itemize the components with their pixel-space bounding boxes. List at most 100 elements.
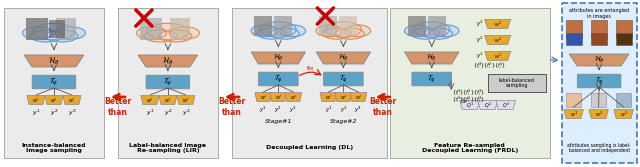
Bar <box>616 20 632 38</box>
Text: $\mathcal{T}_\varphi$: $\mathcal{T}_\varphi$ <box>428 73 436 85</box>
Ellipse shape <box>144 30 177 42</box>
FancyBboxPatch shape <box>577 74 621 88</box>
Text: $Q^1$: $Q^1$ <box>466 100 474 110</box>
Text: $w^i$: $w^i$ <box>275 92 282 102</box>
Polygon shape <box>569 54 629 66</box>
Text: $\mathcal{T}_\varphi$: $\mathcal{T}_\varphi$ <box>595 75 604 87</box>
Polygon shape <box>316 52 371 64</box>
Polygon shape <box>63 96 81 105</box>
Text: $y^1$: $y^1$ <box>259 105 267 115</box>
Polygon shape <box>270 93 287 102</box>
Text: $w^i$: $w^i$ <box>32 95 40 105</box>
Text: $y^2$: $y^2$ <box>339 105 348 115</box>
Bar <box>140 18 162 40</box>
Text: $\mathcal{T}_\varphi$: $\mathcal{T}_\varphi$ <box>163 76 173 88</box>
Bar <box>254 16 272 36</box>
Bar <box>566 93 580 107</box>
Polygon shape <box>484 20 511 29</box>
Text: $\mathcal{H}_\theta$: $\mathcal{H}_\theta$ <box>273 53 284 63</box>
Ellipse shape <box>159 30 192 42</box>
Text: $w^1$: $w^1$ <box>493 51 502 61</box>
Text: $y^3$: $y^3$ <box>476 19 484 29</box>
Text: $w^i$: $w^i$ <box>290 92 297 102</box>
Text: $w^i$: $w^i$ <box>50 95 58 105</box>
Text: $Q^3$: $Q^3$ <box>502 100 509 110</box>
Polygon shape <box>496 101 515 110</box>
Text: $w^2$: $w^2$ <box>595 109 603 119</box>
Ellipse shape <box>323 28 351 39</box>
Ellipse shape <box>257 28 286 39</box>
Ellipse shape <box>260 22 296 37</box>
Text: $y^3$: $y^3$ <box>68 108 76 118</box>
Text: $\{f_i^1\}\{f_i^2\}\{f_i^3\}$: $\{f_i^1\}\{f_i^2\}\{f_i^3\}$ <box>452 95 485 105</box>
Bar <box>118 8 218 158</box>
Text: $\mathcal{H}_\theta$: $\mathcal{H}_\theta$ <box>338 53 349 63</box>
FancyBboxPatch shape <box>32 75 76 89</box>
Bar <box>591 93 605 107</box>
FancyBboxPatch shape <box>562 3 637 163</box>
Ellipse shape <box>424 28 452 39</box>
Ellipse shape <box>170 27 200 39</box>
Text: $\mathcal{H}_\theta$: $\mathcal{H}_\theta$ <box>426 53 437 63</box>
Ellipse shape <box>414 22 449 37</box>
Polygon shape <box>138 55 198 67</box>
Ellipse shape <box>251 25 277 37</box>
Text: Decoupled Learning (DL): Decoupled Learning (DL) <box>266 145 353 150</box>
Ellipse shape <box>147 23 189 40</box>
Polygon shape <box>159 96 177 105</box>
Text: $\mathcal{H}_\theta$: $\mathcal{H}_\theta$ <box>162 55 173 67</box>
Ellipse shape <box>316 25 342 37</box>
Text: $\{f_i^1\}\{f_i^2\}\{f_i^3\}$: $\{f_i^1\}\{f_i^2\}\{f_i^3\}$ <box>452 88 485 98</box>
Text: $w^i$: $w^i$ <box>164 95 172 105</box>
FancyBboxPatch shape <box>412 72 451 86</box>
Text: attributes sampling is label-
balanced and independent: attributes sampling is label- balanced a… <box>567 143 631 153</box>
Ellipse shape <box>335 28 364 39</box>
Bar <box>26 18 48 40</box>
Bar <box>319 16 337 36</box>
Text: $y^1$: $y^1$ <box>146 108 154 118</box>
Bar <box>616 93 630 107</box>
Text: fix: fix <box>307 65 315 70</box>
Ellipse shape <box>411 28 440 39</box>
Ellipse shape <box>45 30 78 42</box>
Text: $Q^2$: $Q^2$ <box>484 100 492 110</box>
Text: Feature Re-sampled
Decoupled Learning (FRDL): Feature Re-sampled Decoupled Learning (F… <box>422 143 518 153</box>
Bar <box>591 20 607 38</box>
Text: $y^1$: $y^1$ <box>32 108 40 118</box>
Text: Better
than: Better than <box>218 97 246 117</box>
Bar <box>56 18 76 40</box>
Text: $w^i$: $w^i$ <box>68 95 76 105</box>
Text: $y^1$: $y^1$ <box>476 51 484 61</box>
Text: $\mathcal{T}_\varphi$: $\mathcal{T}_\varphi$ <box>49 76 59 88</box>
Text: $y^2$: $y^2$ <box>275 105 282 115</box>
Polygon shape <box>614 110 634 119</box>
Text: $\mathcal{T}_\varphi$: $\mathcal{T}_\varphi$ <box>274 73 283 85</box>
Text: $y^2$: $y^2$ <box>50 108 58 118</box>
Bar <box>616 33 632 45</box>
Text: $y^1$: $y^1$ <box>324 105 332 115</box>
Text: Better
than: Better than <box>369 97 396 117</box>
Ellipse shape <box>56 27 86 39</box>
Bar <box>408 16 426 36</box>
Text: $w^i$: $w^i$ <box>325 92 332 102</box>
Polygon shape <box>45 96 63 105</box>
Bar <box>170 18 190 40</box>
Text: $w^i$: $w^i$ <box>182 95 189 105</box>
FancyBboxPatch shape <box>146 75 189 89</box>
Text: Better
than: Better than <box>104 97 132 117</box>
Bar <box>339 16 357 36</box>
Polygon shape <box>27 96 45 105</box>
Bar <box>49 20 65 38</box>
Polygon shape <box>24 55 84 67</box>
Text: $w^i$: $w^i$ <box>340 92 347 102</box>
Polygon shape <box>478 101 497 110</box>
Ellipse shape <box>404 25 431 37</box>
Text: $w^2$: $w^2$ <box>493 35 502 45</box>
Bar <box>566 33 582 45</box>
Text: $\mathcal{H}_\theta$: $\mathcal{H}_\theta$ <box>594 55 605 65</box>
Text: $y^3$: $y^3$ <box>355 105 362 115</box>
Ellipse shape <box>271 28 299 39</box>
Polygon shape <box>589 110 609 119</box>
Polygon shape <box>484 36 511 44</box>
Polygon shape <box>564 110 584 119</box>
